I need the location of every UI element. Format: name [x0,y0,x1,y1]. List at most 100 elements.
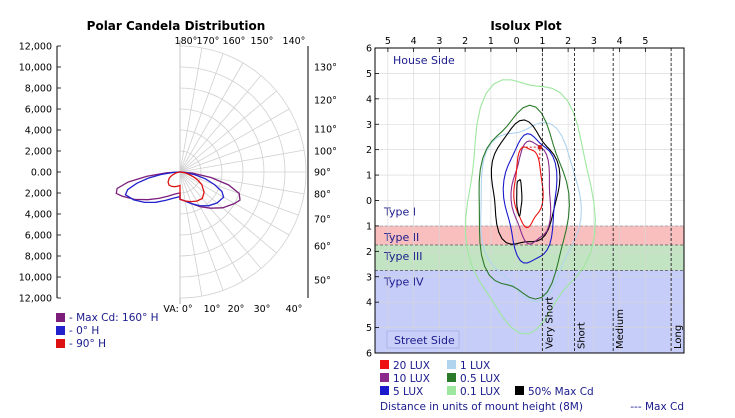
isolux-zone-label: Type I [383,206,416,219]
isolux-y-tick-label: 3 [366,272,372,283]
polar-bottom-angle-label: 40° [286,304,303,315]
isolux-legend-swatch [380,386,389,395]
polar-grid-spoke [179,171,244,282]
polar-legend-label: - 0° H [69,325,99,337]
polar-y-tick-label: 6,000 [25,105,52,116]
isolux-x-tick-label: 0 [514,36,520,47]
street-side-box [386,330,460,349]
isolux-vertical-zone-label: Long [673,325,684,349]
isolux-legend-label: 0.1 LUX [460,386,500,398]
isolux-y-tick-label: 2 [366,145,372,156]
polar-right-angle-label: 90° [314,168,331,179]
isolux-x-tick-label: 1 [539,36,545,47]
polar-y-tick-label: 12,000 [19,294,52,305]
polar-grid-spoke [179,47,203,173]
polar-grid-spoke [179,171,277,254]
isolux-contour-4 [502,133,558,264]
polar-top-angle-label: 170° [197,36,220,47]
polar-grid-spoke [179,62,244,173]
isolux-y-tick-label: 3 [366,120,372,131]
polar-legend-swatch [56,326,65,335]
polar-right-angle-label: 120° [314,96,337,107]
polar-y-tick-label: 0.00 [31,168,52,179]
polar-grid-spoke [179,90,277,173]
polar-legend-label: - Max Cd: 160° H [69,312,159,324]
polar-right-angle-label: 70° [314,215,331,226]
polar-grid-spoke [179,171,224,291]
polar-top-angle-label: 180° [175,36,198,47]
isolux-zone-band [375,200,684,226]
polar-legend-label: - 90° H [69,338,106,350]
isolux-legend: 20 LUX 1 LUX 10 LUX 0.5 LUX 5 LUX 0.1 LUX 50% … [380,360,684,413]
isolux-vertical-zone-label: Short [577,322,588,349]
isolux-x-tick-label: 1 [488,36,494,47]
isolux-legend-label: 0.5 LUX [460,373,500,385]
polar-y-tick-label: 8,000 [25,84,52,95]
isolux-y-tick-label: 1 [366,221,372,232]
isolux-x-tick-label: 5 [385,36,391,47]
isolux-contour-5 [510,140,552,245]
isolux-contour-1 [480,121,582,303]
polar-grid-spoke [179,75,262,173]
polar-bottom-angle-label: 20° [228,304,245,315]
isolux-contours [464,79,596,335]
max-cd-marker [537,145,542,150]
isolux-axes: House Side Street Side 5 4 3 2 1 0 1 2 3 4 5 6 5 4 3 2 1 0 1… [366,36,685,360]
isolux-legend-swatch [447,373,456,382]
polar-top-angle-label: 140° [283,36,306,47]
isolux-zone-label: Type III [383,250,423,263]
isolux-vertical-zones: Very Short Short Medium Long [541,48,684,353]
isolux-zone-label: Type IV [383,275,424,288]
isolux-contour-2 [478,104,570,300]
polar-legend: - Max Cd: 160° H- 0° H- 90° H [56,312,159,350]
polar-right-angle-label: 130° [314,63,337,74]
polar-y-tick-label: 4,000 [25,210,52,221]
polar-chart: Polar Candela Distribution 12,000 10,000 8… [19,19,337,350]
isolux-vertical-zone-label: Very Short [544,297,555,349]
polar-y-tick-labels: 12,000 10,000 8,000 6,000 4,000 2,000 0.00 2,00… [19,42,52,305]
max-cd-legend-label: --- Max Cd [630,401,684,413]
isolux-contour-0 [464,79,596,335]
isolux-x-tick-label: 3 [436,36,442,47]
polar-grid-spoke [179,149,305,173]
polar-bottom-angle-label: VA: 0° [163,304,192,315]
polar-grid-spoke [179,128,299,173]
isolux-vertical-zone-label: Medium [615,309,626,349]
isolux-zone-band [375,244,684,271]
polar-y-tick-label: 6,000 [25,231,52,242]
polar-grid-spoke [179,171,262,269]
polar-top-angle-label: 160° [223,36,246,47]
isolux-y-tick-label: 4 [366,94,372,105]
isolux-zone-band [375,225,684,245]
isolux-legend-label: 5 LUX [393,386,423,398]
isolux-contour-3 [490,119,561,245]
isolux-y-tick-label: 5 [366,69,372,80]
isolux-title: Isolux Plot [490,19,562,33]
isolux-y-tick-label: 0 [366,196,372,207]
isolux-x-tick-label: 5 [642,36,648,47]
polar-angle-labels: 180° 170° 160° 150° 140° 130° 120° 110° 100° 90° 8… [163,36,337,315]
isolux-x-tick-label: 2 [565,36,571,47]
polar-title: Polar Candela Distribution [87,19,266,33]
isolux-x-tick-label: 2 [462,36,468,47]
isolux-x-tick-label: 3 [591,36,597,47]
isolux-y-tick-label: 1 [366,171,372,182]
polar-grid [56,40,309,304]
polar-legend-swatch [56,339,65,348]
polar-y-tick-label: 4,000 [25,126,52,137]
isolux-x-tick-label: 4 [411,36,417,47]
polar-y-tick-label: 2,000 [25,147,52,158]
polar-y-tick-label: 10,000 [19,273,52,284]
polar-right-angle-label: 50° [314,276,331,287]
isolux-legend-swatch [380,373,389,382]
house-side-label: House Side [393,54,455,67]
isolux-legend-swatch [447,386,456,395]
isolux-y-tick-label: 4 [366,298,372,309]
polar-legend-swatch [56,313,65,322]
isolux-zone-label: Type II [383,231,419,244]
polar-top-angle-label: 150° [251,36,274,47]
polar-bottom-angle-label: 10° [204,304,221,315]
isolux-legend-label: 10 LUX [393,373,430,385]
polar-right-angle-label: 60° [314,242,331,253]
